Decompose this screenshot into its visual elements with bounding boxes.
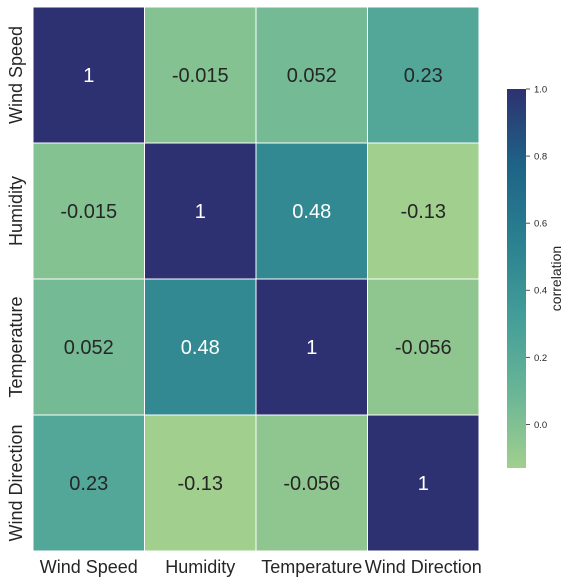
heatmap-cell	[144, 414, 257, 552]
y-tick-label: Humidity	[6, 176, 26, 246]
y-tick-label: Temperature	[6, 296, 26, 397]
colorbar-ticks: 0.0 0.2 0.4 0.6 0.8 1.0	[526, 85, 547, 431]
heatmap-cell	[255, 6, 368, 144]
heatmap-cell	[367, 414, 480, 552]
heatmap-cell	[255, 414, 368, 552]
heatmap-cell	[32, 6, 145, 144]
cell-value-label: -0.056	[395, 337, 452, 359]
x-tick-label: Wind Direction	[365, 557, 482, 577]
heatmap-cell	[367, 6, 480, 144]
cell-value-label: 0.052	[64, 337, 114, 359]
colorbar-tick-label: 1.0	[534, 85, 547, 96]
heatmap-cell	[144, 278, 257, 416]
colorbar-tick-label: 0.6	[534, 219, 547, 230]
cell-value-label: 1	[83, 65, 94, 87]
colorbar-gradient	[507, 89, 526, 468]
heatmap-cell	[32, 414, 145, 552]
x-tick-label: Temperature	[261, 557, 362, 577]
cell-value-label: -0.015	[172, 65, 229, 87]
heatmap-cell	[32, 142, 145, 280]
heatmap-cell	[367, 142, 480, 280]
cell-value-label: 0.48	[181, 337, 220, 359]
colorbar-label: correlation	[548, 246, 564, 311]
heatmap-cell	[144, 142, 257, 280]
cell-value-label: -0.13	[177, 473, 223, 495]
y-tick-label: Wind Speed	[6, 26, 26, 124]
cell-value-label: -0.015	[60, 201, 117, 223]
heatmap-cell	[144, 6, 257, 144]
colorbar-tick-label: 0.0	[534, 420, 547, 431]
cell-value-label: 1	[195, 201, 206, 223]
x-tick-labels: Wind Speed Humidity Temperature Wind Direct…	[40, 557, 482, 577]
cell-value-label: -0.13	[400, 201, 446, 223]
cell-value-label: -0.056	[283, 473, 340, 495]
y-tick-label: Wind Direction	[6, 424, 26, 541]
cell-value-label: 0.23	[404, 65, 443, 87]
y-tick-labels: Wind Speed Humidity Temperature Wind Direct…	[6, 26, 26, 542]
cell-value-label: 1	[418, 473, 429, 495]
cell-value-label: 0.48	[292, 201, 331, 223]
x-tick-label: Wind Speed	[40, 557, 138, 577]
heatmap-cell	[367, 278, 480, 416]
cell-value-label: 0.23	[69, 473, 108, 495]
cell-value-label: 0.052	[287, 65, 337, 87]
heatmap-cells: 1 -0.015 0.052 0.23 -0.015 1 0.48 -0.13 0.052 0.4…	[32, 6, 480, 552]
colorbar-tick-label: 0.8	[534, 152, 547, 163]
cell-value-label: 1	[306, 337, 317, 359]
x-tick-label: Humidity	[165, 557, 235, 577]
colorbar: 0.0 0.2 0.4 0.6 0.8 1.0 correlation	[507, 85, 564, 468]
colorbar-tick-label: 0.4	[534, 286, 547, 297]
colorbar-tick-label: 0.2	[534, 353, 547, 364]
